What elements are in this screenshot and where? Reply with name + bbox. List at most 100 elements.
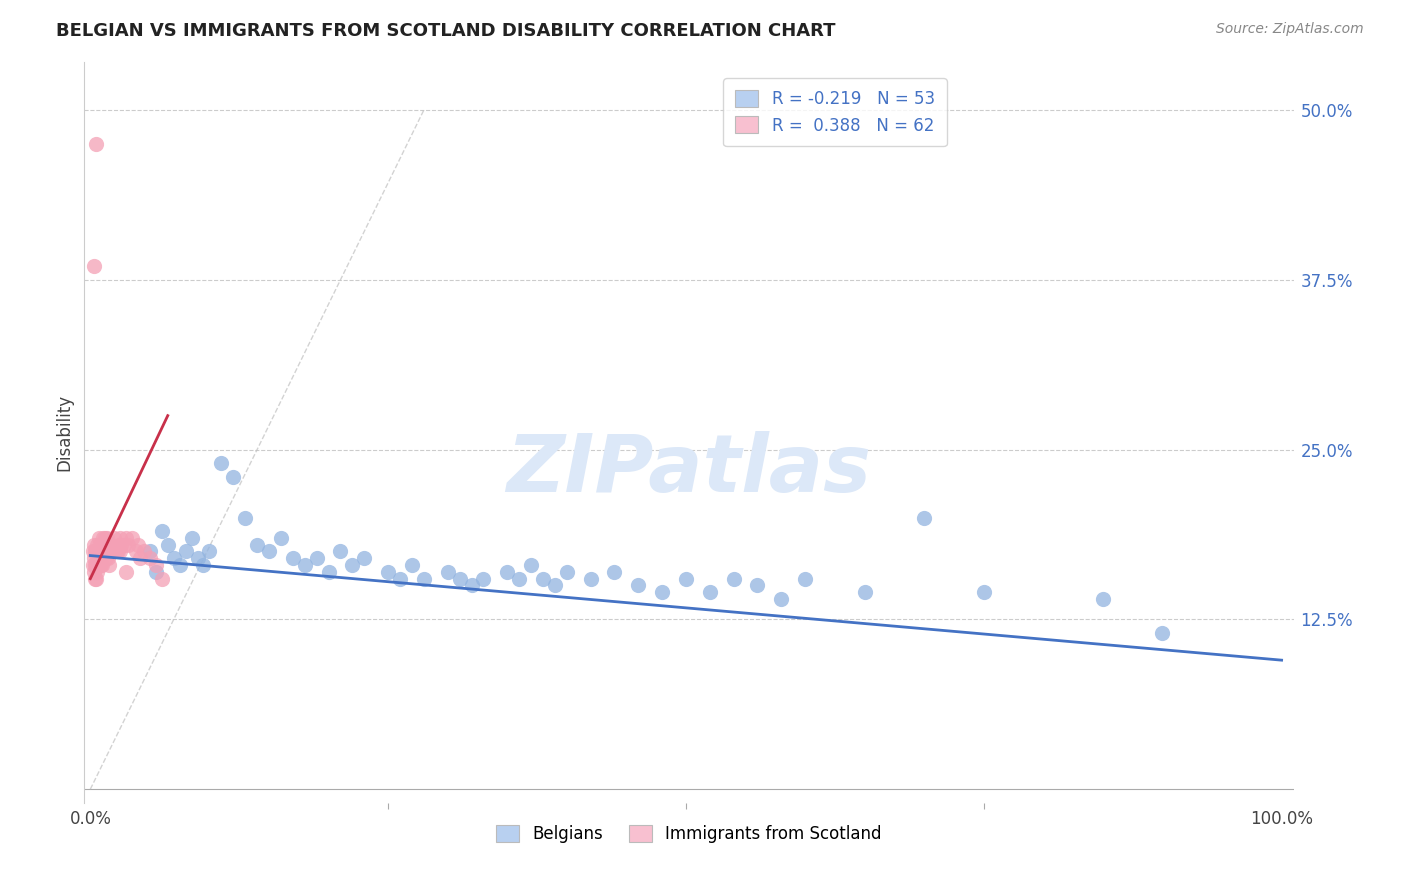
Point	[91, 538, 114, 552]
Point	[107, 544, 129, 558]
Point	[84, 558, 107, 572]
Point	[90, 544, 112, 558]
Point	[472, 572, 495, 586]
Point	[150, 572, 173, 586]
Point	[127, 538, 149, 552]
Point	[436, 565, 458, 579]
Point	[257, 544, 280, 558]
Point	[84, 136, 107, 151]
Point	[460, 578, 482, 592]
Point	[96, 531, 118, 545]
Point	[94, 551, 117, 566]
Point	[449, 572, 471, 586]
Point	[87, 558, 110, 572]
Point	[84, 544, 107, 558]
Point	[699, 585, 721, 599]
Point	[353, 551, 375, 566]
Point	[89, 538, 111, 552]
Point	[103, 531, 125, 545]
Point	[198, 544, 221, 558]
Point	[82, 544, 104, 558]
Point	[89, 558, 111, 572]
Point	[105, 544, 128, 558]
Point	[129, 551, 152, 566]
Point	[97, 551, 120, 566]
Point	[97, 538, 120, 552]
Point	[91, 544, 114, 558]
Point	[246, 538, 269, 552]
Point	[531, 572, 554, 586]
Point	[163, 551, 186, 566]
Point	[84, 544, 107, 558]
Point	[91, 558, 114, 572]
Point	[281, 551, 304, 566]
Point	[169, 558, 191, 572]
Point	[96, 544, 118, 558]
Point	[186, 551, 208, 566]
Point	[973, 585, 995, 599]
Point	[329, 544, 352, 558]
Point	[83, 538, 105, 552]
Point	[84, 572, 107, 586]
Point	[83, 551, 105, 566]
Point	[193, 558, 215, 572]
Point	[139, 551, 162, 566]
Text: BELGIAN VS IMMIGRANTS FROM SCOTLAND DISABILITY CORRELATION CHART: BELGIAN VS IMMIGRANTS FROM SCOTLAND DISA…	[56, 22, 835, 40]
Point	[222, 469, 245, 483]
Point	[853, 585, 876, 599]
Point	[108, 544, 131, 558]
Point	[342, 558, 364, 572]
Point	[270, 531, 292, 545]
Point	[93, 544, 115, 558]
Point	[544, 578, 567, 592]
Point	[912, 510, 935, 524]
Point	[508, 572, 530, 586]
Point	[412, 572, 434, 586]
Point	[651, 585, 673, 599]
Point	[627, 578, 650, 592]
Point	[112, 538, 135, 552]
Point	[233, 510, 256, 524]
Point	[98, 544, 121, 558]
Point	[675, 572, 697, 586]
Point	[82, 558, 104, 572]
Point	[83, 259, 105, 273]
Point	[132, 544, 155, 558]
Point	[89, 544, 111, 558]
Point	[86, 551, 108, 566]
Point	[770, 592, 793, 607]
Point	[603, 565, 626, 579]
Point	[83, 565, 105, 579]
Point	[93, 531, 115, 545]
Point	[150, 524, 173, 538]
Point	[104, 544, 127, 558]
Point	[389, 572, 412, 586]
Point	[90, 558, 112, 572]
Point	[579, 572, 602, 586]
Point	[94, 538, 117, 552]
Point	[555, 565, 578, 579]
Point	[117, 538, 139, 552]
Point	[520, 558, 543, 572]
Point	[1091, 592, 1114, 607]
Point	[139, 544, 162, 558]
Text: ZIPatlas: ZIPatlas	[506, 431, 872, 508]
Point	[87, 544, 110, 558]
Point	[145, 565, 167, 579]
Point	[100, 538, 122, 552]
Point	[1152, 626, 1174, 640]
Point	[124, 544, 146, 558]
Point	[294, 558, 316, 572]
Point	[101, 544, 124, 558]
Point	[84, 558, 107, 572]
Point	[108, 538, 131, 552]
Point	[86, 538, 108, 552]
Point	[496, 565, 519, 579]
Point	[723, 572, 745, 586]
Point	[93, 531, 115, 545]
Point	[110, 538, 132, 552]
Point	[115, 531, 138, 545]
Point	[305, 551, 328, 566]
Legend: Belgians, Immigrants from Scotland: Belgians, Immigrants from Scotland	[489, 819, 889, 850]
Text: Source: ZipAtlas.com: Source: ZipAtlas.com	[1216, 22, 1364, 37]
